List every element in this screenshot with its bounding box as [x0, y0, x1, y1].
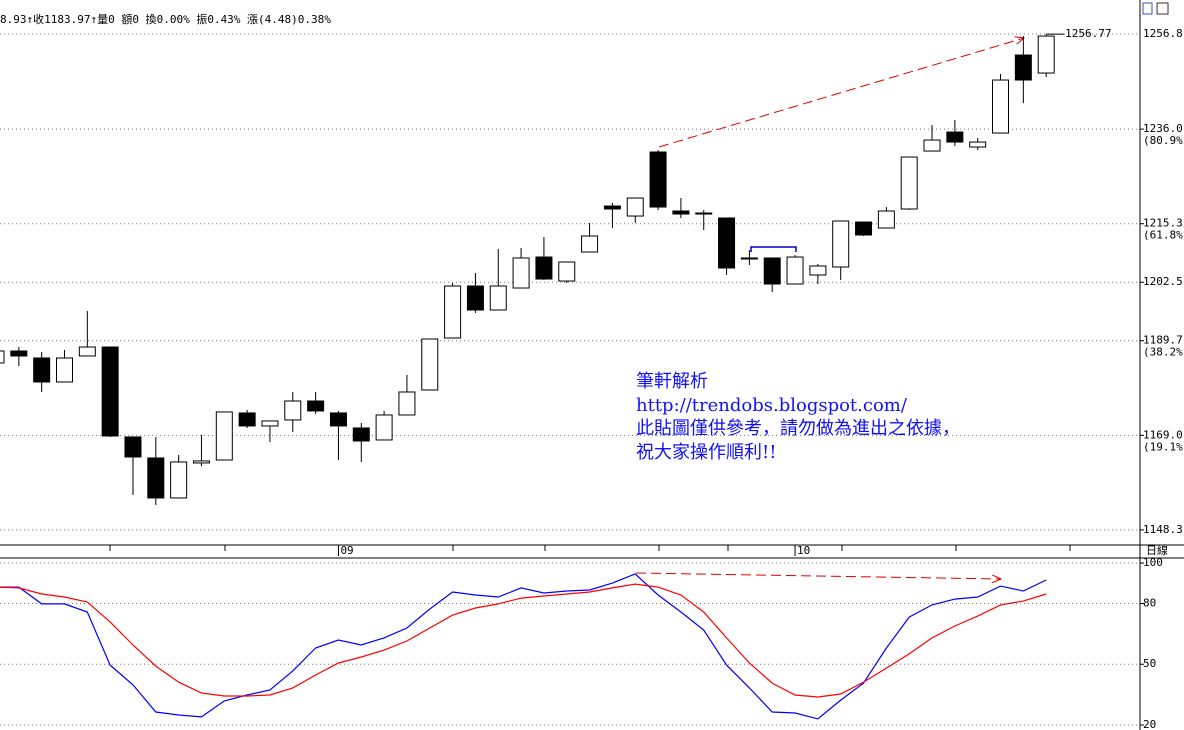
candle-body [992, 79, 1010, 134]
y-tick-label: 1169.0 [1143, 428, 1183, 441]
candle-body [558, 261, 576, 282]
x-tick-label: 09 [340, 544, 353, 557]
candle-body [512, 257, 530, 289]
candle-body [466, 285, 484, 311]
candle-body [489, 285, 507, 311]
candle-body [215, 411, 233, 461]
anchor-icon[interactable] [1142, 2, 1153, 15]
x-tick-label: 10 [797, 544, 810, 557]
y-tick-note: (38.2%) [1143, 346, 1184, 359]
candle-body [1037, 35, 1055, 74]
candle-body [877, 210, 895, 229]
candle-body [626, 197, 644, 217]
candle-body [809, 265, 827, 276]
candle-body [444, 285, 462, 339]
candle-body [946, 131, 964, 143]
candle-body [170, 461, 188, 499]
candle-body [261, 420, 279, 427]
candle-body [900, 156, 918, 210]
y-tick-label: 80 [1143, 597, 1156, 610]
y-tick-note: (80.9%) [1143, 134, 1184, 147]
period-label: 日線 [1146, 543, 1168, 557]
candle-body [307, 400, 325, 412]
candle-body [740, 257, 758, 260]
y-tick-label: 100 [1143, 556, 1163, 569]
y-tick-label: 1215.3 [1143, 217, 1183, 230]
note-text: 此貼圖僅供參考，請勿做為進出之依據， [636, 418, 960, 439]
note-text: 筆軒解析 [636, 371, 708, 392]
candle-body [718, 217, 736, 269]
candle-body [421, 338, 439, 391]
candle-body [1014, 54, 1032, 81]
period-icon[interactable] [1156, 2, 1169, 15]
candle-body [329, 412, 347, 427]
y-tick-label: 1236.0 [1143, 122, 1183, 135]
candle-body [649, 151, 667, 208]
high-label: 1256.77 [1065, 27, 1111, 40]
trend-arrow [658, 38, 1024, 148]
candle-body [238, 412, 256, 427]
candle-body [55, 357, 73, 383]
candle-body [398, 391, 416, 416]
candle-body [0, 350, 5, 364]
range-marker [750, 246, 797, 252]
candle-body [192, 460, 210, 464]
y-tick-label: 20 [1143, 718, 1156, 730]
y-tick-label: 1148.3 [1143, 523, 1183, 536]
trend-arrow [635, 572, 1001, 579]
candle-body [535, 256, 553, 280]
candle-body [10, 350, 28, 357]
candle-body [855, 221, 873, 236]
candle-body [352, 427, 370, 442]
y-tick-note: (19.1%) [1143, 440, 1184, 453]
candle-body [147, 457, 165, 499]
indicator-line [0, 583, 1047, 698]
header-text: 8.93↑收1183.97↑量0 額0 換0.00% 振0.43% 漲(4.48… [0, 12, 331, 26]
candle-body [786, 256, 804, 285]
note-text: http://trendobs.blogspot.com/ [636, 395, 908, 416]
candle-body [763, 257, 781, 285]
candle-body [923, 139, 941, 152]
candle-body [375, 414, 393, 441]
note-text: 祝大家操作順利!! [636, 442, 776, 463]
candle-body [101, 346, 119, 437]
price-marker-label: 1256.8 [1143, 27, 1183, 40]
candle-body [33, 357, 51, 383]
candle-body [284, 400, 302, 421]
candle-body [78, 346, 96, 357]
candle-body [695, 212, 713, 215]
candle-body [969, 141, 987, 148]
y-tick-label: 50 [1143, 657, 1156, 670]
candle-body [603, 205, 621, 210]
candle-body [124, 436, 142, 458]
indicator-line [0, 573, 1047, 720]
y-tick-label: 1189.7 [1143, 334, 1183, 347]
candle-body [581, 235, 599, 253]
y-tick-note: (61.8%) [1143, 229, 1184, 242]
y-tick-label: 1202.5 [1143, 275, 1183, 288]
candle-body [832, 220, 850, 268]
candle-body [672, 210, 690, 215]
